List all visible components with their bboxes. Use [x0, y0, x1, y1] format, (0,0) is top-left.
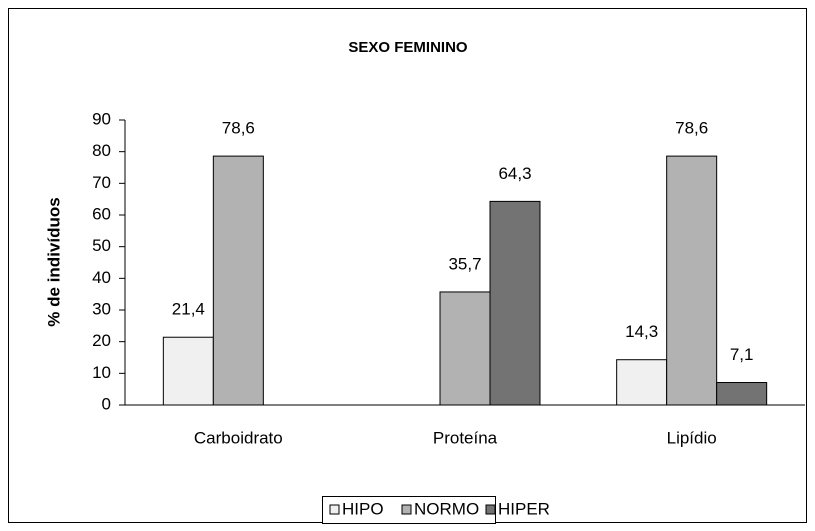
bar [716, 382, 768, 406]
y-tick-label: 80 [92, 141, 111, 160]
y-tick-label: 20 [92, 331, 111, 350]
legend-label: NORMO [414, 499, 479, 518]
data-label: 35,7 [448, 254, 481, 273]
x-tick-label: Carboidrato [194, 428, 283, 447]
y-tick-label: 40 [92, 268, 111, 287]
data-label: 64,3 [498, 164, 531, 183]
legend-swatch [329, 504, 340, 515]
legend-swatch [485, 504, 496, 515]
y-tick-label: 60 [92, 204, 111, 223]
bar [212, 155, 264, 406]
bar [489, 200, 541, 406]
data-label: 7,1 [730, 345, 754, 364]
bar [616, 359, 668, 406]
y-tick-label: 0 [102, 394, 111, 413]
legend-label: HIPO [342, 499, 384, 518]
chart-title: SEXO FEMININO [348, 39, 468, 56]
legend-swatch [401, 504, 412, 515]
x-tick-label: Lipídio [667, 428, 717, 447]
data-label: 78,6 [222, 119, 255, 138]
x-tick-label: Proteína [433, 428, 498, 447]
y-axis-label: % de indivíduos [44, 197, 63, 326]
bar [439, 291, 491, 406]
legend-label: HIPER [498, 499, 550, 518]
bar [666, 155, 718, 406]
y-tick-label: 50 [92, 236, 111, 255]
data-label: 14,3 [625, 322, 658, 341]
data-label: 21,4 [172, 300, 205, 319]
y-tick-label: 70 [92, 173, 111, 192]
y-tick-label: 30 [92, 299, 111, 318]
y-tick-label: 10 [92, 363, 111, 382]
data-label: 78,6 [675, 119, 708, 138]
y-tick-label: 90 [92, 109, 111, 128]
bar [162, 336, 214, 406]
